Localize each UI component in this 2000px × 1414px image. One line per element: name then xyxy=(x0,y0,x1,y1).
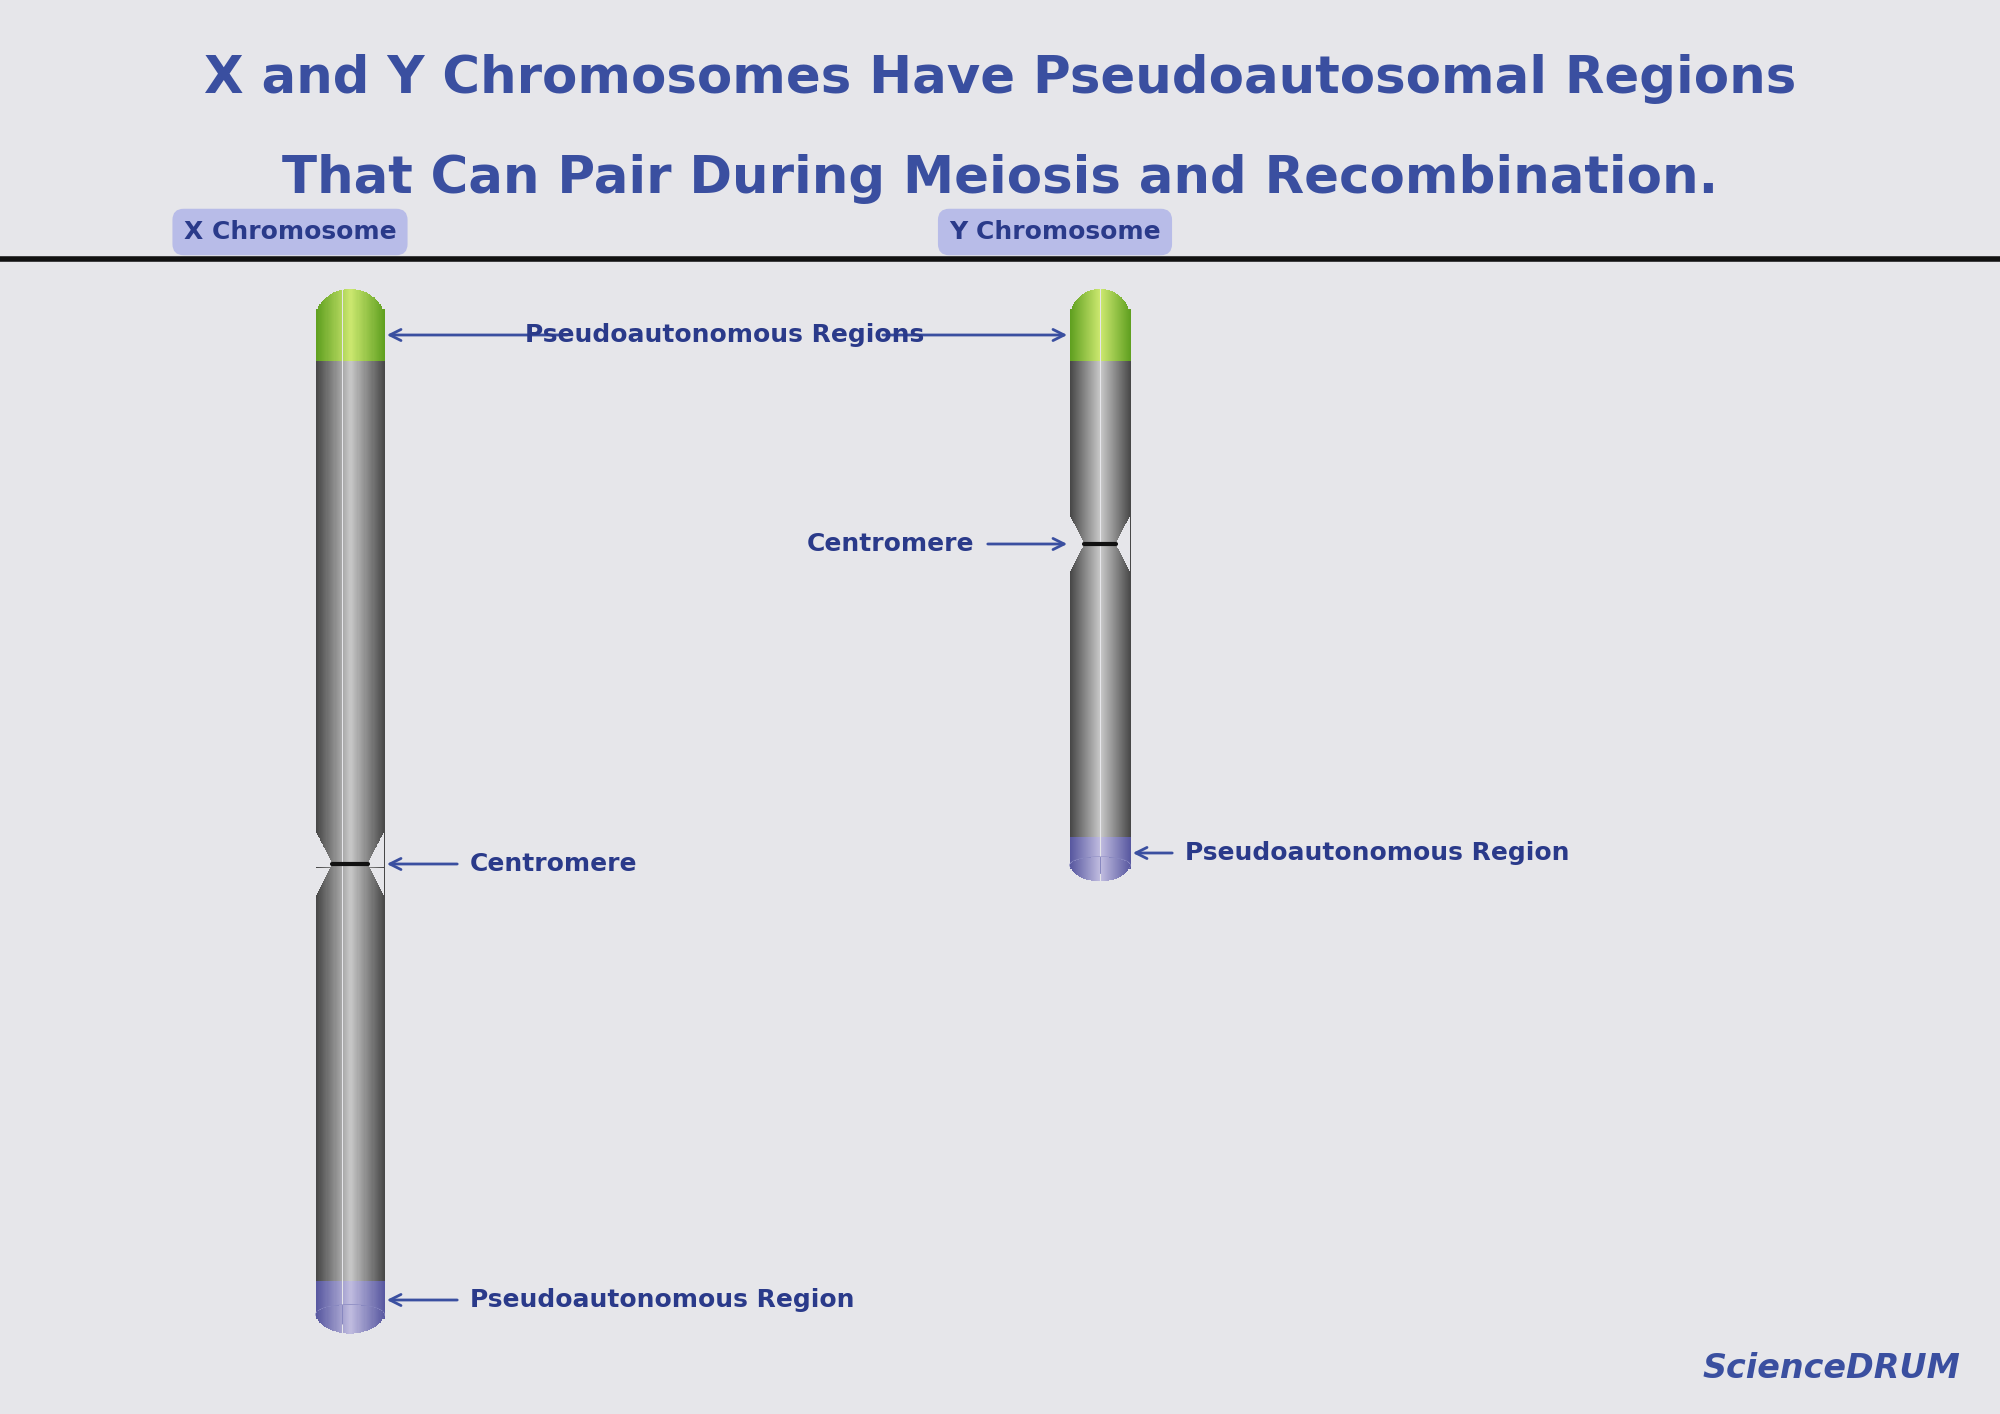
Text: X and Y Chromosomes Have Pseudoautosomal Regions: X and Y Chromosomes Have Pseudoautosomal… xyxy=(204,54,1796,105)
Text: Centromere: Centromere xyxy=(806,532,974,556)
Text: ScienceDRUM: ScienceDRUM xyxy=(1702,1353,1960,1386)
Ellipse shape xyxy=(1070,857,1130,874)
Text: Pseudoautonomous Regions: Pseudoautonomous Regions xyxy=(526,322,924,346)
Text: Pseudoautonomous Region: Pseudoautonomous Region xyxy=(1184,841,1570,865)
Text: Pseudoautonomous Region: Pseudoautonomous Region xyxy=(470,1288,854,1312)
Ellipse shape xyxy=(316,1305,384,1324)
Text: X Chromosome: X Chromosome xyxy=(184,221,396,245)
Text: That Can Pair During Meiosis and Recombination.: That Can Pair During Meiosis and Recombi… xyxy=(282,154,1718,204)
Text: Y Chromosome: Y Chromosome xyxy=(950,221,1160,245)
Text: Centromere: Centromere xyxy=(470,853,638,877)
